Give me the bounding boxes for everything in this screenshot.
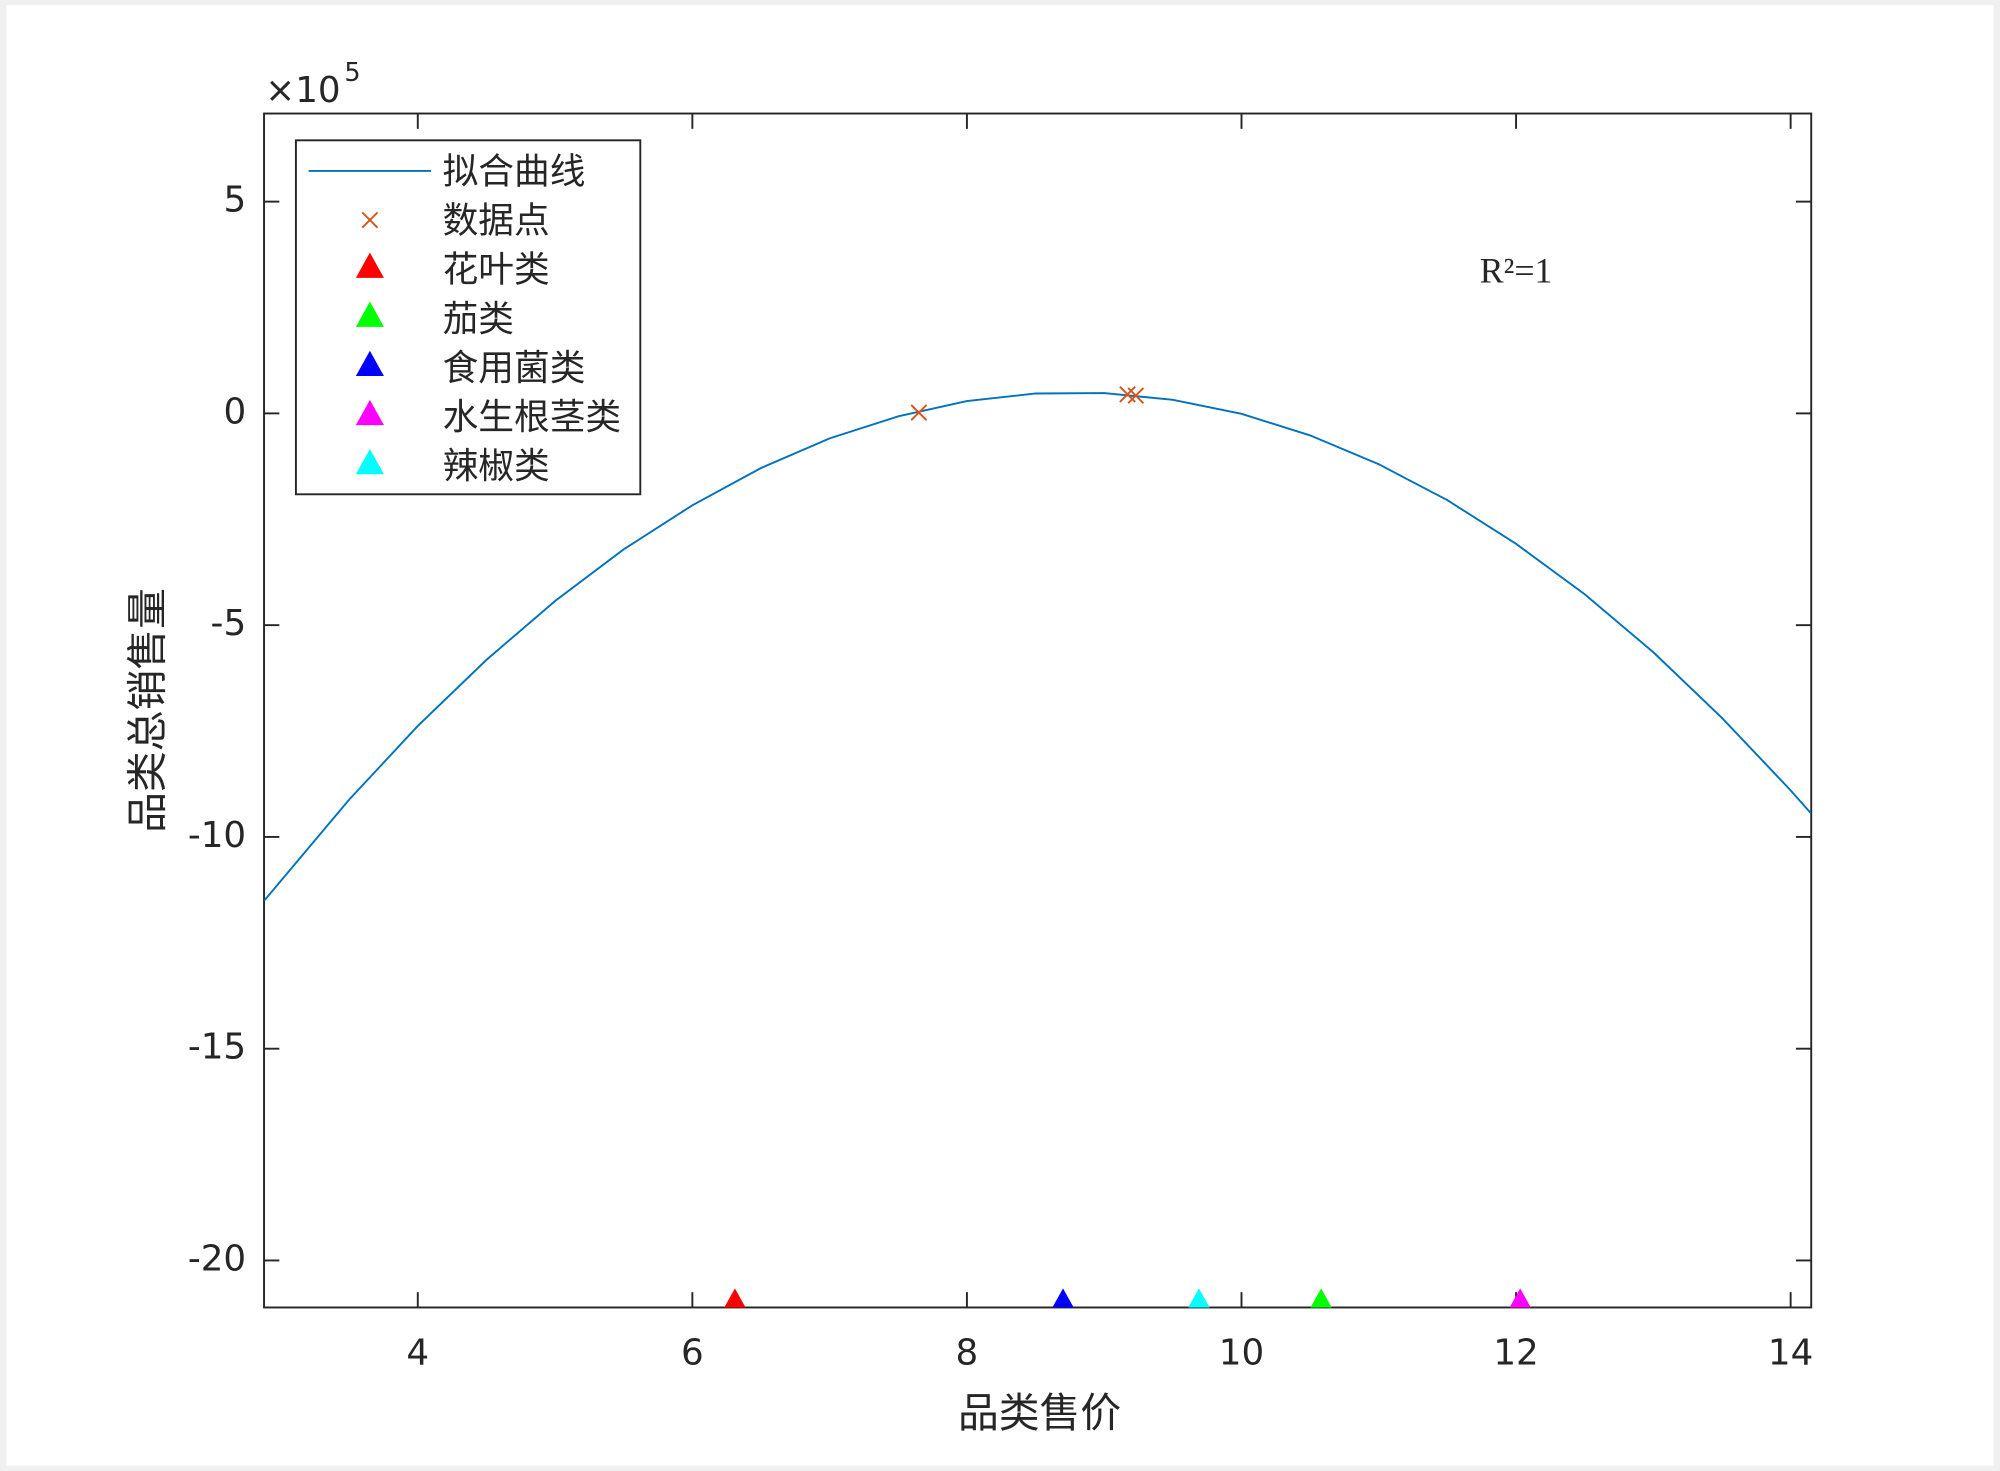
legend-marker [355, 252, 384, 278]
x-tick-label: 10 [1219, 1333, 1264, 1374]
legend-label: 水生根茎类 [443, 397, 622, 438]
plot-content [264, 386, 1812, 1308]
y-tick-label: -5 [211, 603, 247, 644]
y-axis-label: 品类总销售量 [124, 588, 172, 833]
y-tick-label: 5 [223, 180, 246, 221]
legend-label: 茄类 [443, 299, 514, 340]
x-tick-label: 4 [406, 1333, 429, 1374]
legend-label: 数据点 [443, 201, 550, 242]
legend-label: 花叶类 [443, 250, 550, 291]
y-multiplier-base: ×10 [265, 70, 340, 111]
y-tick-label: -10 [188, 815, 246, 856]
y-multiplier-exponent: 5 [344, 58, 360, 88]
y-tick-label: 0 [223, 391, 246, 432]
annotation: R²=1 [1480, 251, 1553, 291]
x-tick-label: 6 [681, 1333, 704, 1374]
y-tick-label: -20 [188, 1238, 246, 1279]
triangle-point [1310, 1288, 1332, 1308]
legend-marker [355, 399, 384, 426]
triangle-point [1052, 1288, 1074, 1308]
y-tick-label: -15 [188, 1027, 246, 1068]
triangle-point [1188, 1288, 1210, 1308]
x-axis-label: 品类售价 [958, 1389, 1121, 1437]
x-tick-label: 12 [1493, 1333, 1538, 1374]
x-tick-label: 14 [1768, 1333, 1813, 1374]
legend-marker [355, 350, 384, 377]
legend-label: 拟合曲线 [443, 151, 586, 192]
fit-curve [264, 392, 1812, 902]
data-point [910, 404, 928, 421]
legend-box [294, 139, 642, 496]
x-tick-label: 8 [956, 1333, 979, 1374]
legend-label: 辣椒类 [443, 446, 550, 487]
triangle-point [724, 1288, 746, 1308]
legend-label: 食用菌类 [443, 348, 586, 389]
legend-marker [355, 301, 384, 327]
legend-marker [361, 211, 379, 229]
data-point [1127, 387, 1145, 404]
triangle-point [1509, 1288, 1531, 1308]
legend-marker [355, 449, 384, 475]
